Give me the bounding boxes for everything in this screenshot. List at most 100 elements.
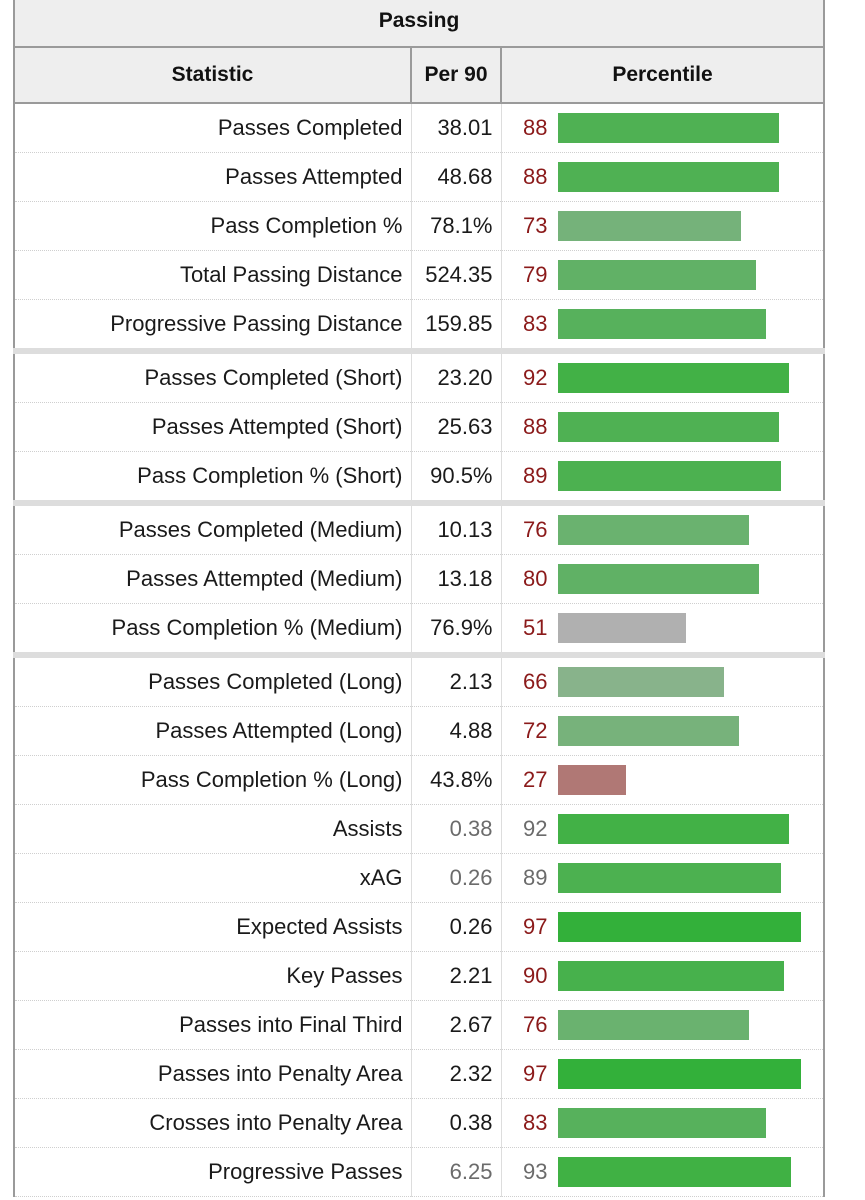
statistic-name: Passes Attempted bbox=[13, 152, 412, 202]
percentile-wrap: 88 bbox=[502, 104, 824, 152]
percentile-wrap: 88 bbox=[502, 403, 824, 451]
percentile-cell: 83 bbox=[501, 299, 826, 352]
percentile-bar bbox=[557, 814, 789, 844]
statistic-name: Passes Attempted (Medium) bbox=[13, 554, 412, 604]
per90-value: 2.13 bbox=[411, 652, 502, 707]
percentile-bar bbox=[557, 162, 779, 192]
percentile-value: 89 bbox=[523, 463, 548, 488]
percentile-value: 83 bbox=[523, 311, 548, 336]
statistic-name: Key Passes bbox=[13, 951, 412, 1001]
percentile-cell: 83 bbox=[501, 1098, 826, 1148]
percentile-wrap: 27 bbox=[502, 756, 824, 804]
per90-value: 4.88 bbox=[411, 706, 502, 756]
percentile-wrap: 76 bbox=[502, 1001, 824, 1049]
table-row: Progressive Passing Distance 159.85 83 bbox=[13, 299, 826, 352]
percentile-cell: 92 bbox=[501, 804, 826, 854]
percentile-wrap: 89 bbox=[502, 854, 824, 902]
percentile-wrap: 51 bbox=[502, 604, 824, 652]
table-row: Passes into Penalty Area 2.32 97 bbox=[13, 1049, 826, 1099]
percentile-value: 88 bbox=[523, 164, 548, 189]
percentile-bar bbox=[557, 961, 784, 991]
table-header-row: Statistic Per 90 Percentile bbox=[13, 47, 826, 104]
statistic-name: Assists bbox=[13, 804, 412, 854]
percentile-wrap: 97 bbox=[502, 1050, 824, 1098]
table-row: Expected Assists 0.26 97 bbox=[13, 902, 826, 952]
statistic-name: Passes Completed (Short) bbox=[13, 348, 412, 403]
percentile-cell: 88 bbox=[501, 402, 826, 452]
per90-value: 48.68 bbox=[411, 152, 502, 202]
statistic-name: Total Passing Distance bbox=[13, 250, 412, 300]
per90-value: 10.13 bbox=[411, 500, 502, 555]
statistic-name: Passes into Final Third bbox=[13, 1000, 412, 1050]
statistic-name: Pass Completion % (Long) bbox=[13, 755, 412, 805]
header-statistic[interactable]: Statistic bbox=[13, 47, 412, 104]
per90-value: 23.20 bbox=[411, 348, 502, 403]
percentile-wrap: 76 bbox=[502, 506, 824, 554]
percentile-bar bbox=[557, 211, 741, 241]
percentile-bar bbox=[557, 412, 779, 442]
statistic-name: Passes Completed bbox=[13, 103, 412, 153]
percentile-value: 92 bbox=[523, 365, 548, 390]
table-row: Pass Completion % (Long) 43.8% 27 bbox=[13, 755, 826, 805]
percentile-bar bbox=[557, 765, 626, 795]
percentile-bar bbox=[557, 461, 781, 491]
percentile-cell: 92 bbox=[501, 348, 826, 403]
per90-value: 2.21 bbox=[411, 951, 502, 1001]
percentile-bar bbox=[557, 667, 724, 697]
percentile-cell: 89 bbox=[501, 451, 826, 504]
percentile-cell: 73 bbox=[501, 201, 826, 251]
per90-value: 0.26 bbox=[411, 902, 502, 952]
table-row: Total Passing Distance 524.35 79 bbox=[13, 250, 826, 300]
percentile-wrap: 89 bbox=[502, 452, 824, 500]
percentile-bar bbox=[557, 260, 756, 290]
percentile-wrap: 88 bbox=[502, 153, 824, 201]
statistic-name: Passes Completed (Long) bbox=[13, 652, 412, 707]
statistic-name: Passes into Penalty Area bbox=[13, 1049, 412, 1099]
percentile-wrap: 66 bbox=[502, 658, 824, 706]
percentile-wrap: 80 bbox=[502, 555, 824, 603]
percentile-bar bbox=[557, 564, 759, 594]
table-row: Passes Attempted 48.68 88 bbox=[13, 152, 826, 202]
per90-value: 2.67 bbox=[411, 1000, 502, 1050]
percentile-value: 80 bbox=[523, 566, 548, 591]
table-title: Passing bbox=[12, 0, 826, 48]
percentile-value: 72 bbox=[523, 718, 548, 743]
statistic-name: Passes Attempted (Short) bbox=[13, 402, 412, 452]
percentile-value: 83 bbox=[523, 1110, 548, 1135]
percentile-wrap: 73 bbox=[502, 202, 824, 250]
percentile-cell: 88 bbox=[501, 103, 826, 153]
per90-value: 0.38 bbox=[411, 1098, 502, 1148]
statistic-name: Progressive Passes bbox=[13, 1147, 412, 1197]
percentile-value: 66 bbox=[523, 669, 548, 694]
per90-value: 25.63 bbox=[411, 402, 502, 452]
percentile-wrap: 97 bbox=[502, 903, 824, 951]
percentile-value: 93 bbox=[523, 1159, 548, 1184]
statistic-name: Pass Completion % bbox=[13, 201, 412, 251]
percentile-cell: 27 bbox=[501, 755, 826, 805]
per90-value: 6.25 bbox=[411, 1147, 502, 1197]
percentile-value: 97 bbox=[523, 914, 548, 939]
per90-value: 90.5% bbox=[411, 451, 502, 504]
percentile-bar bbox=[557, 613, 686, 643]
percentile-value: 90 bbox=[523, 963, 548, 988]
percentile-wrap: 92 bbox=[502, 354, 824, 402]
header-percentile[interactable]: Percentile bbox=[500, 47, 826, 104]
percentile-bar bbox=[557, 1010, 749, 1040]
percentile-value: 97 bbox=[523, 1061, 548, 1086]
statistic-name: Crosses into Penalty Area bbox=[13, 1098, 412, 1148]
header-per90[interactable]: Per 90 bbox=[410, 47, 502, 104]
percentile-value: 51 bbox=[523, 615, 548, 640]
percentile-cell: 79 bbox=[501, 250, 826, 300]
percentile-bar bbox=[557, 863, 781, 893]
per90-value: 76.9% bbox=[411, 603, 502, 656]
percentile-value: 88 bbox=[523, 414, 548, 439]
percentile-cell: 93 bbox=[501, 1147, 826, 1197]
table-row: Passes Attempted (Medium) 13.18 80 bbox=[13, 554, 826, 604]
statistic-name: xAG bbox=[13, 853, 412, 903]
per90-value: 78.1% bbox=[411, 201, 502, 251]
statistic-name: Pass Completion % (Short) bbox=[13, 451, 412, 504]
table-row: Passes Completed 38.01 88 bbox=[13, 103, 826, 153]
percentile-cell: 97 bbox=[501, 902, 826, 952]
table-row: Passes Attempted (Short) 25.63 88 bbox=[13, 402, 826, 452]
